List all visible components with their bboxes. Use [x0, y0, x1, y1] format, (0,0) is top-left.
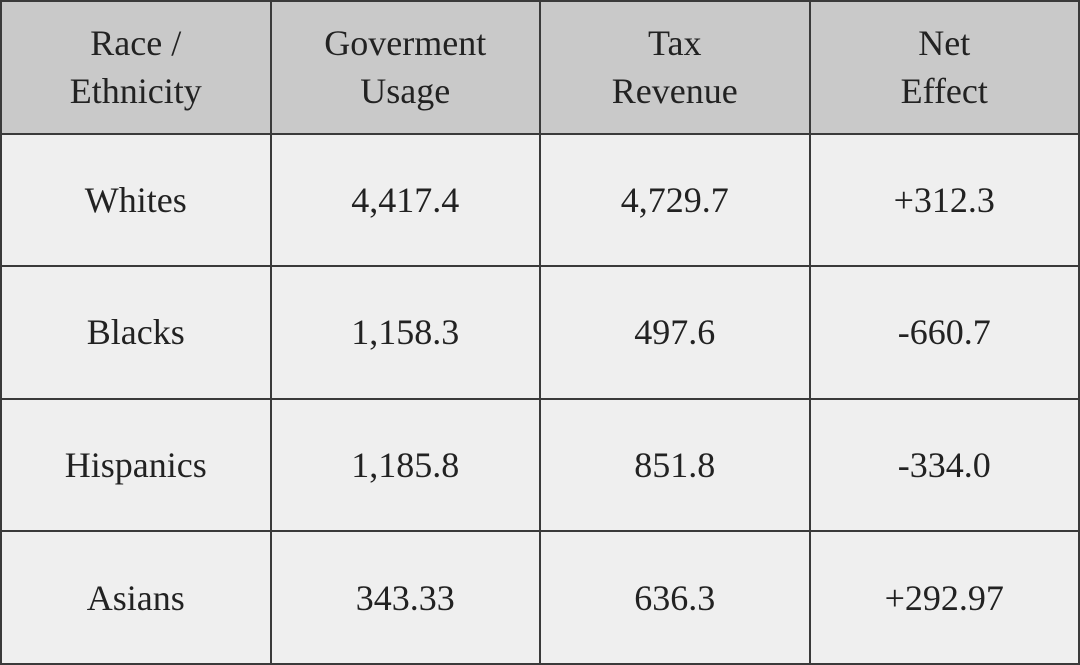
table-cell: Asians [2, 532, 270, 663]
header-line: Revenue [611, 71, 738, 112]
cell-value: 497.6 [634, 312, 716, 353]
table-cell: 636.3 [541, 532, 809, 663]
table-cell: 497.6 [541, 267, 809, 398]
table-cell: Whites [2, 134, 270, 266]
table-cell: 343.33 [271, 532, 539, 663]
table-cell: -334.0 [810, 399, 1078, 531]
cell-value: 4,417.4 [351, 179, 460, 220]
cell-value: +312.3 [893, 179, 995, 220]
header-cell: Race / Ethnicity [2, 2, 270, 133]
header-cell: Goverment Usage [271, 2, 539, 133]
table-cell: 4,729.7 [541, 134, 809, 266]
row-label: Hispanics [64, 445, 207, 486]
cell-value: 1,185.8 [351, 445, 460, 486]
row-label: Asians [86, 577, 185, 618]
table-cell: -660.7 [810, 267, 1078, 398]
header-line: Usage [360, 71, 451, 112]
cell-value: 343.33 [355, 577, 455, 618]
header-line: Ethnicity [69, 71, 202, 112]
header-line: Net [918, 23, 971, 64]
header-line: Tax [648, 23, 702, 64]
cell-value: 851.8 [634, 445, 716, 486]
header-line: Effect [900, 71, 988, 112]
cell-value: 4,729.7 [620, 179, 729, 220]
row-label: Blacks [86, 312, 185, 353]
table-cell: +292.97 [810, 532, 1078, 663]
table-cell: 1,185.8 [271, 399, 539, 531]
cell-value: +292.97 [884, 577, 1004, 618]
cell-value: 1,158.3 [351, 312, 460, 353]
row-label: Whites [84, 179, 187, 220]
header-cell: Net Effect [810, 2, 1078, 133]
table-cell: 851.8 [541, 399, 809, 531]
cell-value: -334.0 [897, 445, 991, 486]
header-line: Goverment [324, 23, 487, 64]
table-cell: 1,158.3 [271, 267, 539, 398]
header-line: Race / [90, 23, 182, 64]
table-cell: 4,417.4 [271, 134, 539, 266]
table-cell: +312.3 [810, 134, 1078, 266]
cell-value: -660.7 [897, 312, 991, 353]
cell-value: 636.3 [634, 577, 716, 618]
header-cell: Tax Revenue [541, 2, 809, 133]
table-cell: Hispanics [2, 399, 270, 531]
table-cell: Blacks [2, 267, 270, 398]
